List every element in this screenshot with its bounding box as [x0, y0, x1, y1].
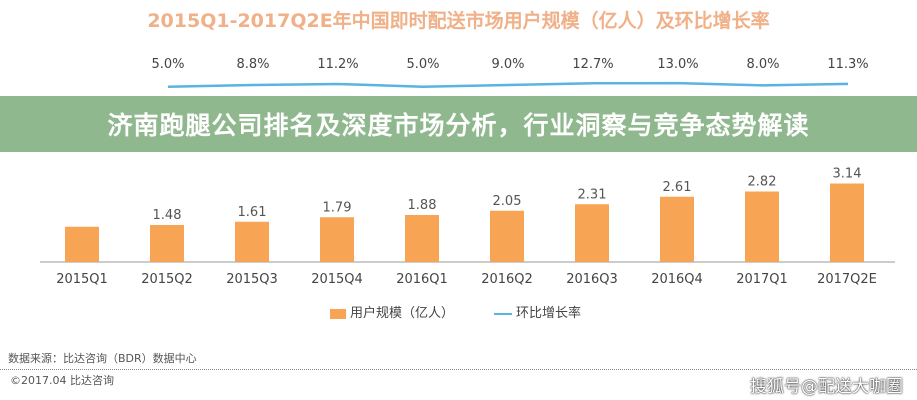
bar — [575, 204, 609, 262]
line-label: 11.3% — [827, 57, 868, 72]
growth-line — [167, 81, 849, 89]
legend-bar: 用户规模（亿人） — [330, 302, 454, 321]
x-tick-label: 2015Q3 — [226, 272, 278, 287]
x-tick-label: 2015Q1 — [56, 272, 108, 287]
divider — [0, 369, 917, 370]
bar-label: 1.48 — [153, 208, 182, 223]
copyright: ©2017.04 比达咨询 — [10, 374, 114, 387]
watermark: 搜狐号@配送大咖圈 — [750, 377, 903, 397]
bar — [490, 210, 524, 262]
bar-label: 2.31 — [578, 187, 607, 202]
line-label: 13.0% — [657, 57, 698, 72]
bar — [745, 191, 779, 262]
line-label: 9.0% — [491, 57, 524, 72]
line-label: 8.0% — [746, 57, 779, 72]
legend: 用户规模（亿人） 环比增长率 — [330, 302, 581, 321]
legend-line-label: 环比增长率 — [516, 306, 582, 321]
bar — [660, 196, 694, 262]
line-label: 5.0% — [406, 57, 439, 72]
headline-text: 济南跑腿公司排名及深度市场分析，行业洞察与竞争态势解读 — [107, 111, 810, 140]
bar — [320, 217, 354, 262]
bar-label: 2.05 — [493, 194, 522, 209]
x-tick-label: 2017Q1 — [736, 272, 788, 287]
bar-label: 1.61 — [238, 205, 267, 220]
bar-label: 2.82 — [748, 175, 777, 190]
x-tick-label: 2016Q1 — [396, 272, 448, 287]
bar-label: 1.79 — [323, 200, 352, 215]
chart: 2015Q1 1.48 2015Q2 1.61 2015Q3 1.79 2015Q4 1.88… — [40, 57, 895, 287]
line-label: 11.2% — [317, 57, 358, 72]
x-tick-label: 2015Q4 — [311, 272, 363, 287]
bar — [150, 225, 184, 262]
x-tick-label: 2017Q2E — [817, 272, 877, 287]
x-tick-label: 2015Q2 — [141, 272, 193, 287]
chart-title: 2015Q1-2017Q2E年中国即时配送市场用户规模（亿人）及环比增长率 — [147, 10, 770, 32]
line-label: 12.7% — [572, 57, 613, 72]
legend-line-swatch — [494, 312, 513, 315]
x-tick-label: 2016Q3 — [566, 272, 618, 287]
x-tick-label: 2016Q4 — [651, 272, 703, 287]
line-label: 5.0% — [151, 57, 184, 72]
legend-bar-swatch — [330, 308, 346, 319]
bar — [235, 221, 269, 262]
bar-label: 2.61 — [663, 180, 692, 195]
bar-label: 3.14 — [833, 167, 862, 182]
source-note: 数据来源：比达咨询（BDR）数据中心 — [8, 352, 197, 365]
headline-banner: 济南跑腿公司排名及深度市场分析，行业洞察与竞争态势解读 — [0, 96, 917, 152]
bar — [65, 226, 99, 262]
legend-line: 环比增长率 — [494, 302, 581, 321]
x-tick-label: 2016Q2 — [481, 272, 533, 287]
bar-label: 1.88 — [408, 198, 437, 213]
legend-bar-label: 用户规模（亿人） — [350, 306, 455, 321]
line-label: 8.8% — [236, 57, 269, 72]
bar — [830, 183, 864, 262]
bar — [405, 215, 439, 262]
